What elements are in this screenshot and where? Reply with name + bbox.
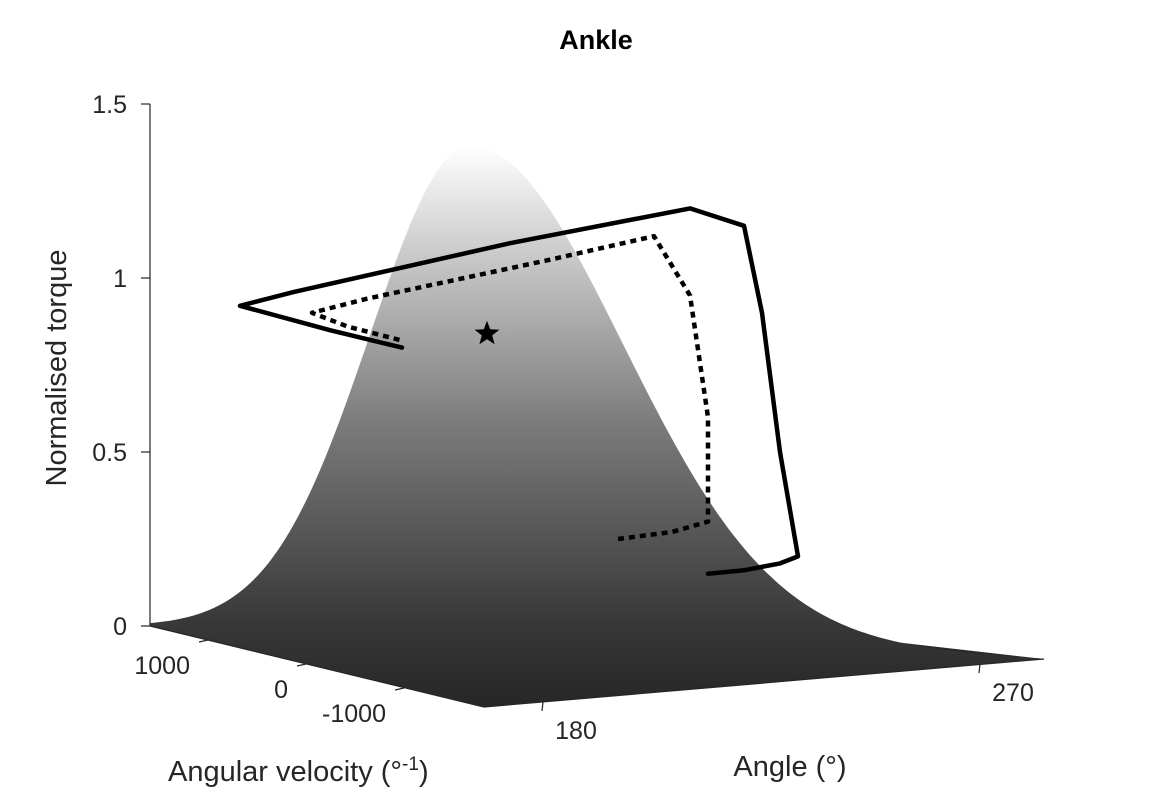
x-tick-mark — [978, 663, 981, 674]
base-axes: 180 270 1000 0 -1000 — [134, 625, 1045, 745]
z-tick-label: 1 — [113, 265, 127, 293]
x-tick-label: 180 — [555, 717, 597, 745]
y-axis-label-main: Angular velocity (° — [168, 756, 402, 788]
y-tick-label: -1000 — [322, 700, 386, 728]
x-tick-label: 270 — [992, 679, 1034, 707]
y-tick-mark — [296, 663, 307, 667]
z-tick-label: 0.5 — [92, 439, 127, 467]
chart-title: Ankle — [559, 25, 633, 55]
start-star-marker — [474, 320, 500, 345]
y-tick-mark — [394, 687, 405, 691]
y-axis-line — [149, 625, 485, 708]
x-ticks: 180 270 — [541, 663, 1034, 745]
x-tick-mark — [541, 701, 544, 712]
y-tick-mark — [198, 639, 209, 643]
dotted-trajectory-line — [309, 233, 711, 542]
x-axis-line — [483, 658, 1045, 708]
z-ticks: 0 0.5 1 1.5 — [92, 91, 150, 641]
z-axis-label: Normalised torque — [41, 250, 73, 487]
y-axis-label: Angular velocity (°-1) — [168, 754, 429, 788]
y-tick-label: 0 — [274, 676, 288, 704]
y-ticks: 1000 0 -1000 — [134, 639, 405, 728]
z-tick-label: 1.5 — [92, 91, 127, 119]
z-tick-label: 0 — [113, 613, 127, 641]
y-axis-label-superscript: -1 — [402, 754, 419, 775]
x-axis-label: Angle (°) — [733, 751, 846, 783]
z-axis: 0 0.5 1 1.5 — [92, 91, 151, 641]
trajectories — [237, 206, 801, 577]
y-tick-label: 1000 — [134, 652, 190, 680]
torque-surface — [150, 145, 1044, 708]
y-axis-label-close: ) — [419, 756, 429, 788]
solid-trajectory-line — [237, 206, 801, 577]
